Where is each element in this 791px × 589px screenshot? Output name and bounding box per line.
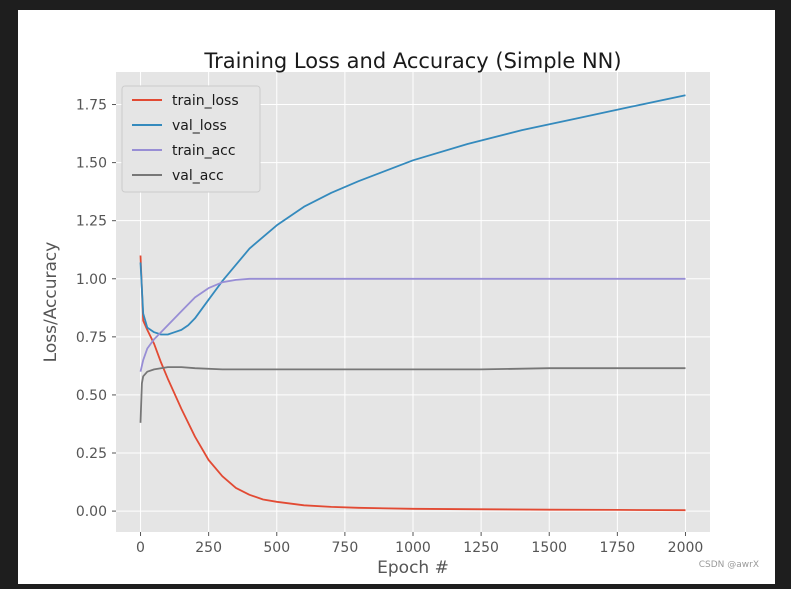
x-tick-label: 2000 [668,540,704,556]
legend-box [121,85,261,193]
y-tick-label: 1.00 [76,272,107,288]
watermark: CSDN @awrX [698,560,759,570]
legend-label: train_loss [172,93,239,109]
y-axis-ticks: 0.00 0.25 0.50 0.75 1.00 1.25 1.50 1.75 [76,98,116,520]
x-tick-label: 500 [263,540,290,556]
series-lines [139,94,686,512]
x-tick-label: 750 [332,540,359,556]
legend: train_loss val_loss train_acc val_acc [121,85,261,193]
x-axis-ticks: 0 250 500 750 1000 1250 1500 1750 2000 [136,532,703,556]
x-tick-label: 250 [195,540,222,556]
series-line-val-loss [139,94,686,336]
series-line-train-acc [139,277,686,372]
x-tick-label: 1000 [395,540,431,556]
legend-label: train_acc [172,143,236,159]
y-tick-label: 0.00 [76,504,107,520]
series-line-val-acc [139,366,686,423]
legend-label: val_acc [172,168,224,184]
series-line-train-loss [139,255,686,512]
y-tick-label: 1.75 [76,98,107,114]
y-tick-label: 1.50 [76,156,107,172]
y-tick-label: 1.25 [76,214,107,230]
y-tick-label: 0.75 [76,330,107,346]
x-tick-label: 1250 [463,540,499,556]
x-tick-label: 0 [136,540,145,556]
x-tick-label: 1500 [531,540,567,556]
x-axis-label: Epoch # [377,558,449,578]
legend-label: val_loss [172,118,227,134]
chart-svg: 0.00 0.25 0.50 0.75 1.00 1.25 1.50 1.75 0 250 500… [41,49,710,578]
chart-title: Training Loss and Accuracy (Simple NN) [203,49,621,73]
chart-figure: 0.00 0.25 0.50 0.75 1.00 1.25 1.50 1.75 0 250 500… [18,10,775,584]
y-tick-label: 0.25 [76,446,107,462]
x-tick-label: 1750 [600,540,636,556]
y-axis-label: Loss/Accuracy [41,242,61,363]
y-tick-label: 0.50 [76,388,107,404]
